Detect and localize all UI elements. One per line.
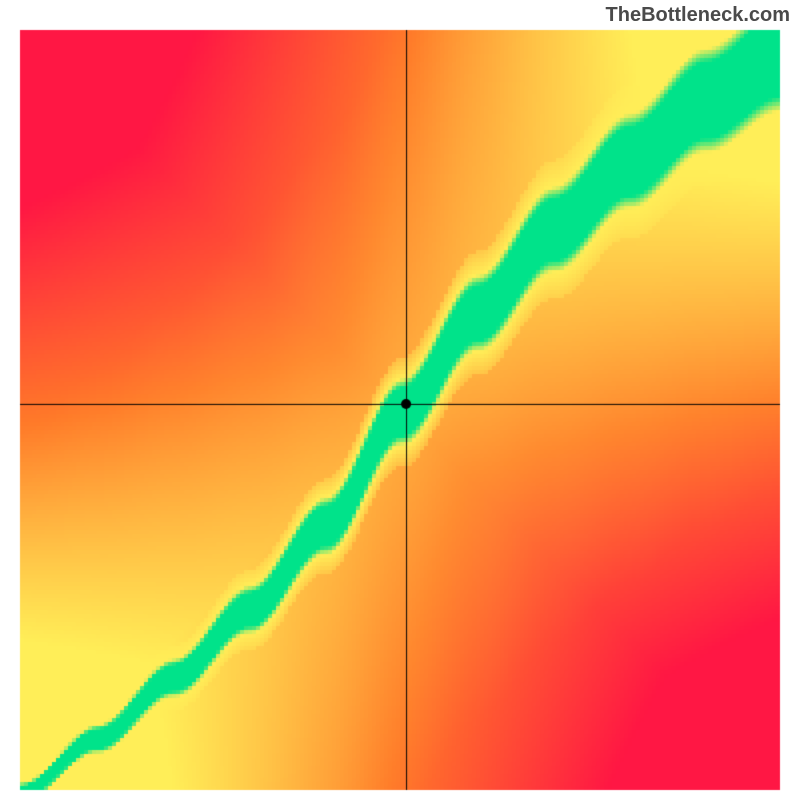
attribution-label: TheBottleneck.com (606, 4, 790, 27)
bottleneck-heatmap (0, 0, 800, 800)
chart-container: TheBottleneck.com (0, 0, 800, 800)
